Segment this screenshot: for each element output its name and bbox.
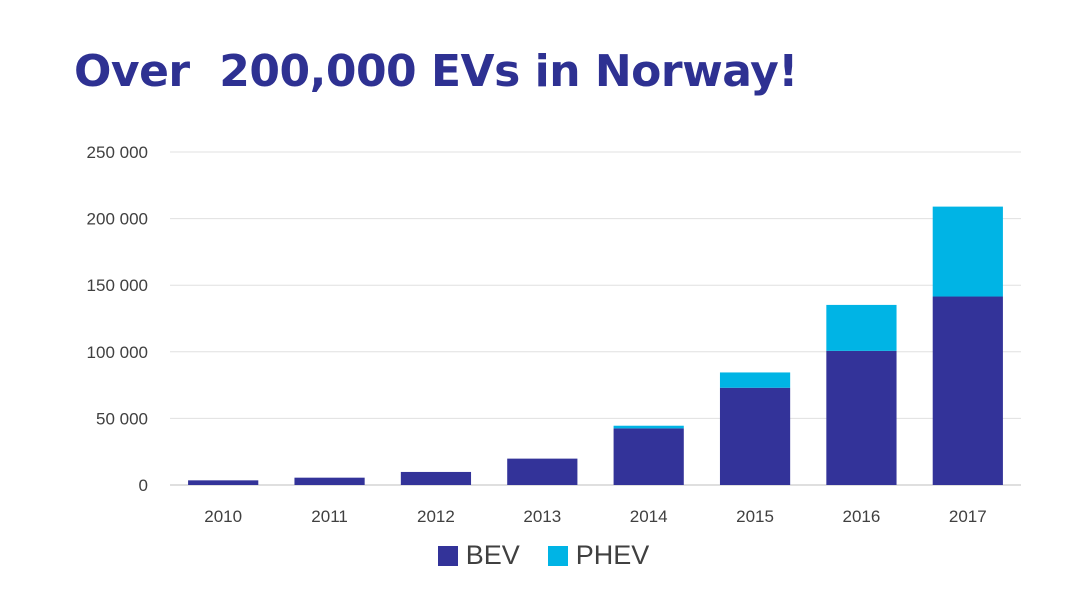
x-tick-label: 2012 <box>417 507 455 526</box>
bar-phev-2017 <box>932 206 1003 297</box>
legend-label-phev: PHEV <box>575 540 650 570</box>
bar-bev-2016 <box>826 350 897 485</box>
y-tick-label: 0 <box>139 476 148 495</box>
bar-phev-2014 <box>613 425 684 429</box>
legend-swatch-bev <box>437 545 458 566</box>
x-tick-label: 2011 <box>311 507 348 526</box>
bar-bev-2012 <box>400 471 472 485</box>
legend: BEV PHEV <box>0 540 1087 571</box>
x-tick-label: 2014 <box>630 507 668 526</box>
x-tick-label: 2010 <box>204 507 242 526</box>
y-tick-label: 50 000 <box>96 409 148 428</box>
x-tick-label: 2016 <box>843 507 881 526</box>
legend-label-bev: BEV <box>465 540 520 570</box>
bar-bev-2015 <box>719 387 791 485</box>
legend-item-bev: BEV <box>437 540 520 571</box>
x-tick-label: 2015 <box>736 507 774 526</box>
bar-bev-2014 <box>613 428 684 485</box>
gridlines <box>170 151 1021 486</box>
y-tick-label: 200 000 <box>87 210 148 229</box>
bars <box>188 206 1003 485</box>
y-tick-label: 250 000 <box>87 143 148 162</box>
y-axis-tick-labels: 0 50 000 100 000 150 000 200 000 250 000 <box>87 143 148 495</box>
x-tick-label: 2017 <box>949 507 987 526</box>
y-tick-label: 100 000 <box>87 343 148 362</box>
x-tick-label: 2013 <box>523 507 561 526</box>
stacked-bar-chart: 0 50 000 100 000 150 000 200 000 250 000 2010… <box>87 143 1021 526</box>
bar-bev-2010 <box>188 480 259 485</box>
bar-phev-2015 <box>719 372 791 388</box>
chart-title: Over 200,000 EVs in Norway! <box>74 46 798 97</box>
legend-item-phev: PHEV <box>547 540 650 571</box>
bar-bev-2011 <box>294 477 365 485</box>
legend-swatch-phev <box>547 545 568 566</box>
bar-phev-2016 <box>826 304 897 351</box>
bar-bev-2013 <box>507 458 578 485</box>
y-tick-label: 150 000 <box>87 276 148 295</box>
bar-bev-2017 <box>932 296 1003 485</box>
x-axis-tick-labels: 2010 2011 2012 2013 2014 2015 2016 2017 <box>204 507 986 526</box>
